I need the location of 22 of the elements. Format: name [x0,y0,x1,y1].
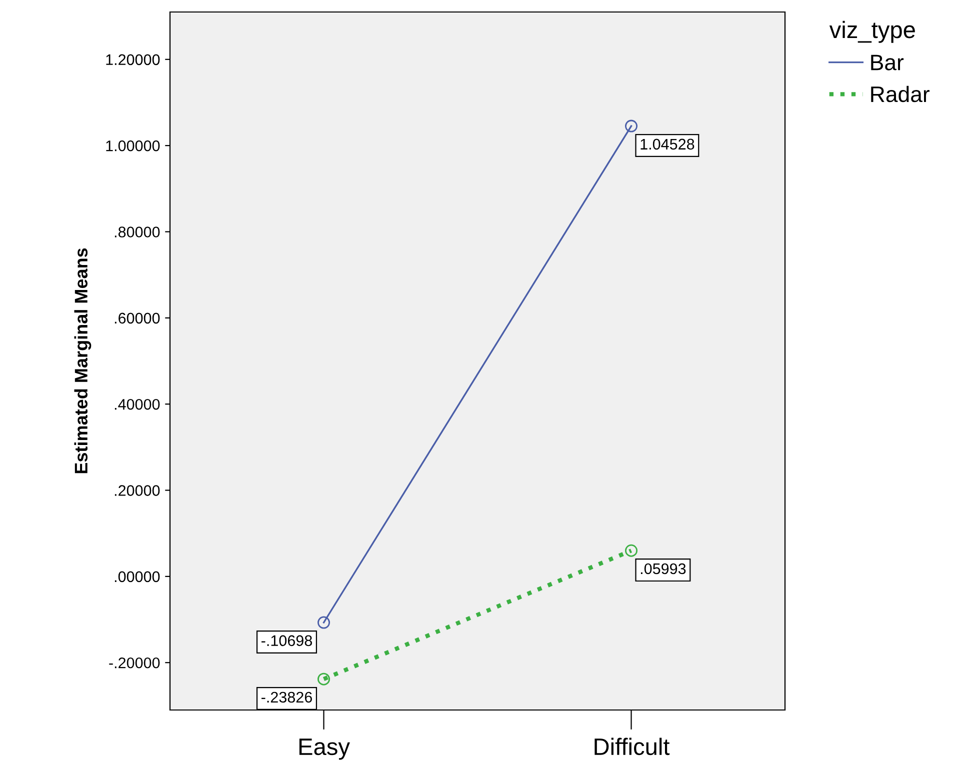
y-tick-label: 1.00000 [106,140,160,152]
point [318,672,330,686]
y-tick-label: .60000 [114,312,160,324]
y-tick-label: 1.20000 [106,54,160,66]
legend-label: Bar [871,54,904,70]
x-tick-label: Difficult [594,738,670,756]
data-label: -.10698 [262,635,312,646]
legend-label: Radar [871,86,930,102]
point [625,544,638,557]
y-tick-label: .40000 [114,398,160,410]
y-tick-label: .00000 [114,571,160,582]
y-tick-label: -.20000 [109,657,160,668]
y-axis-title: Estimated Marginal Means [74,248,92,474]
data-label: 1.04528 [640,138,694,150]
y-tick-label: .80000 [114,226,160,238]
y-tick-label: .20000 [114,485,160,496]
data-label: .05993 [640,563,686,574]
point [318,616,330,629]
data-label: -.23826 [262,692,312,703]
legend-title: viz_type [829,20,915,43]
point [625,120,638,132]
x-tick-label: Easy [299,738,350,760]
